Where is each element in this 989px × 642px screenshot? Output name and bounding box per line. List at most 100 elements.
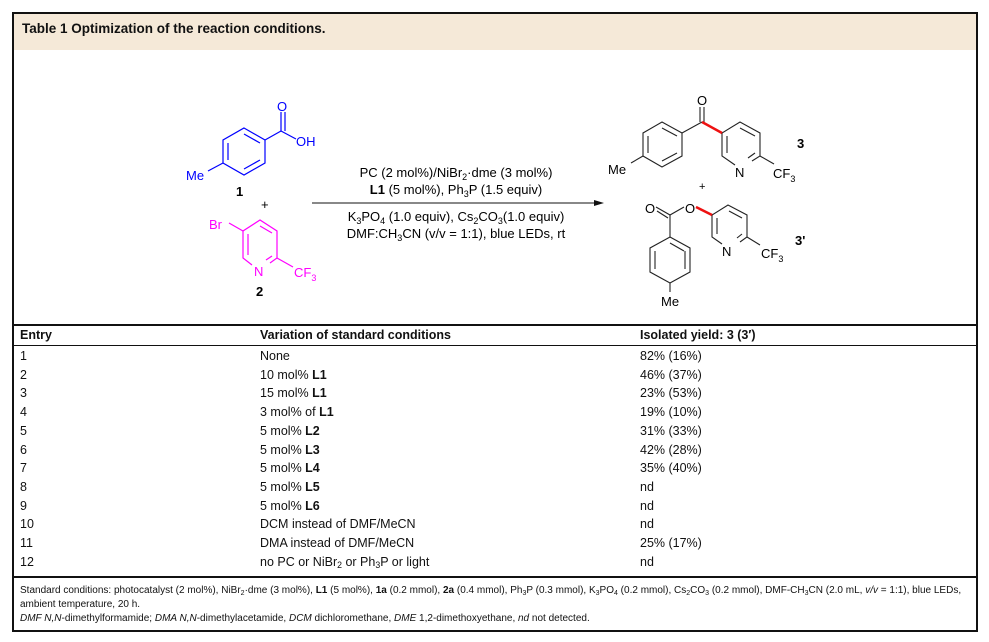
product-3-structure: [630, 107, 775, 168]
reaction-scheme: O OH Me 1 + Br N CF3 2 PC (2 mol%)/NiBr2…: [186, 93, 805, 309]
text-segment: 5 mol%: [260, 461, 306, 476]
product-3-CF3: CF3: [773, 166, 795, 184]
table-frame: [12, 12, 978, 632]
reactant-2-N: N: [254, 264, 263, 279]
footnote-abbreviations: DMF N,N-dimethylformamide; DMA N,N-dimet…: [20, 612, 970, 626]
product-3-prime-O-ester: O: [685, 201, 695, 216]
header-variation: Variation of standard conditions: [260, 328, 451, 342]
cell-yield: 35% (40%): [640, 461, 702, 476]
text-segment: 2: [240, 590, 245, 597]
text-segment: PC (2 mol%)/NiBr: [360, 165, 463, 180]
cell-variation: 10 mol% L1: [260, 368, 327, 382]
text-segment: CO: [478, 209, 498, 224]
text-segment: (0.2 mmol),: [386, 585, 443, 596]
text-segment: (1.0 equiv), Cs: [385, 209, 474, 224]
text-segment: 2: [686, 590, 691, 597]
product-3-prime-Me: Me: [661, 294, 679, 309]
cell-entry: 11: [20, 536, 33, 550]
cell-entry: 12: [20, 554, 34, 569]
text-segment: not detected.: [529, 613, 590, 624]
cell-variation: 5 mol% L3: [260, 443, 320, 457]
text-segment: 3: [498, 216, 503, 226]
text-segment: L1: [315, 585, 328, 596]
divider-footer: [14, 576, 976, 578]
text-segment: 3: [356, 216, 361, 226]
table-row: 7 5 mol% L4 35% (40%): [0, 461, 989, 479]
table-row: 6 5 mol% L3 42% (28%): [0, 443, 989, 461]
cell-entry: 7: [20, 461, 27, 476]
divider-scheme: [14, 324, 976, 326]
text-segment: 15 mol%: [260, 386, 313, 401]
text-segment: 3: [595, 590, 600, 597]
text-segment: 5 mol%: [260, 479, 306, 494]
table-title: Table 1 Optimization of the reaction con…: [22, 21, 326, 36]
header-yield: Isolated yield: 3 (3′): [640, 328, 756, 342]
cell-variation: 15 mol% L1: [260, 386, 327, 400]
text-segment: P (0.3 mmol), K: [526, 585, 596, 596]
text-segment: 2: [462, 172, 467, 182]
text-segment: DME: [394, 613, 417, 624]
text-segment: L4: [305, 461, 320, 476]
table-row: 1 None 82% (16%): [0, 349, 989, 367]
product-3-O: O: [697, 93, 707, 108]
plus-sign: +: [261, 197, 269, 212]
footnote-standard-conditions: Standard conditions: photocatalyst (2 mo…: [20, 584, 970, 612]
cell-variation: 5 mol% L2: [260, 424, 320, 438]
table-row: 11 DMA instead of DMF/MeCN 25% (17%): [0, 536, 989, 554]
new-bond-3: [701, 120, 723, 135]
text-segment: (0.2 mmol), Cs: [617, 585, 687, 596]
cell-variation: 5 mol% L5: [260, 480, 320, 494]
conditions-below-1: K3PO4 (1.0 equiv), Cs2CO3(1.0 equiv): [348, 209, 565, 226]
table-row: 3 15 mol% L1 23% (53%): [0, 386, 989, 404]
product-3-prime-O-carbonyl: O: [645, 201, 655, 216]
text-segment: 4: [614, 590, 618, 597]
arrow-head-icon: [594, 200, 604, 206]
cell-variation: no PC or NiBr2 or Ph3P or light: [260, 555, 429, 569]
product-3-N: N: [735, 165, 744, 180]
text-segment: P or light: [380, 554, 430, 569]
text-segment: 3: [464, 189, 469, 199]
text-segment: L6: [305, 498, 320, 513]
text-segment: = 1:1), blue LEDs, ambient temperature, …: [20, 585, 962, 610]
cell-yield: 23% (53%): [640, 386, 702, 401]
cell-entry: 4: [20, 405, 27, 420]
text-segment: no PC or NiBr: [260, 554, 338, 569]
table-row: 9 5 mol% L6 nd: [0, 499, 989, 517]
text-segment: L3: [305, 442, 320, 457]
reactant-1-Me: Me: [186, 168, 204, 183]
cell-yield: nd: [640, 554, 654, 569]
text-segment: 2: [337, 559, 342, 570]
cell-entry: 3: [20, 386, 27, 401]
cell-yield: nd: [640, 479, 654, 494]
reactant-1-O: O: [277, 99, 287, 114]
cell-yield: 19% (10%): [640, 405, 702, 420]
text-segment: 4: [380, 216, 385, 226]
cell-variation: 5 mol% L4: [260, 461, 320, 475]
table-row: 10 DCM instead of DMF/MeCN nd: [0, 517, 989, 535]
text-segment: CO: [690, 585, 706, 596]
text-segment: 5 mol%: [260, 498, 306, 513]
text-segment: DMA instead of DMF/MeCN: [260, 536, 415, 550]
text-segment: DMA N,N: [154, 613, 197, 624]
text-segment: (5 mol%), Ph: [385, 182, 464, 197]
table-row: 5 5 mol% L2 31% (33%): [0, 424, 989, 442]
cell-variation: 3 mol% of L1: [260, 405, 334, 419]
text-segment: -dimethylacetamide,: [196, 613, 289, 624]
cell-yield: 25% (17%): [640, 536, 702, 550]
text-segment: (0.4 mmol), Ph: [454, 585, 523, 596]
title-bar: [14, 14, 976, 50]
cell-entry: 8: [20, 479, 27, 494]
header-entry: Entry: [20, 328, 52, 342]
text-segment: K: [348, 209, 357, 224]
text-segment: DCM instead of DMF/MeCN: [260, 517, 416, 532]
cell-variation: DCM instead of DMF/MeCN: [260, 517, 416, 531]
text-segment: 3 mol% of: [260, 405, 320, 420]
text-segment: ·dme (3 mol%),: [244, 585, 316, 596]
cell-entry: 10: [20, 517, 34, 532]
cell-yield: 31% (33%): [640, 423, 702, 438]
new-bond-3-prime: [695, 205, 713, 217]
text-segment: 3: [804, 590, 809, 597]
text-segment: (0.2 mmol), DMF-CH: [709, 585, 805, 596]
text-segment: -dimethylformamide;: [61, 613, 155, 624]
text-segment: 3: [705, 590, 710, 597]
